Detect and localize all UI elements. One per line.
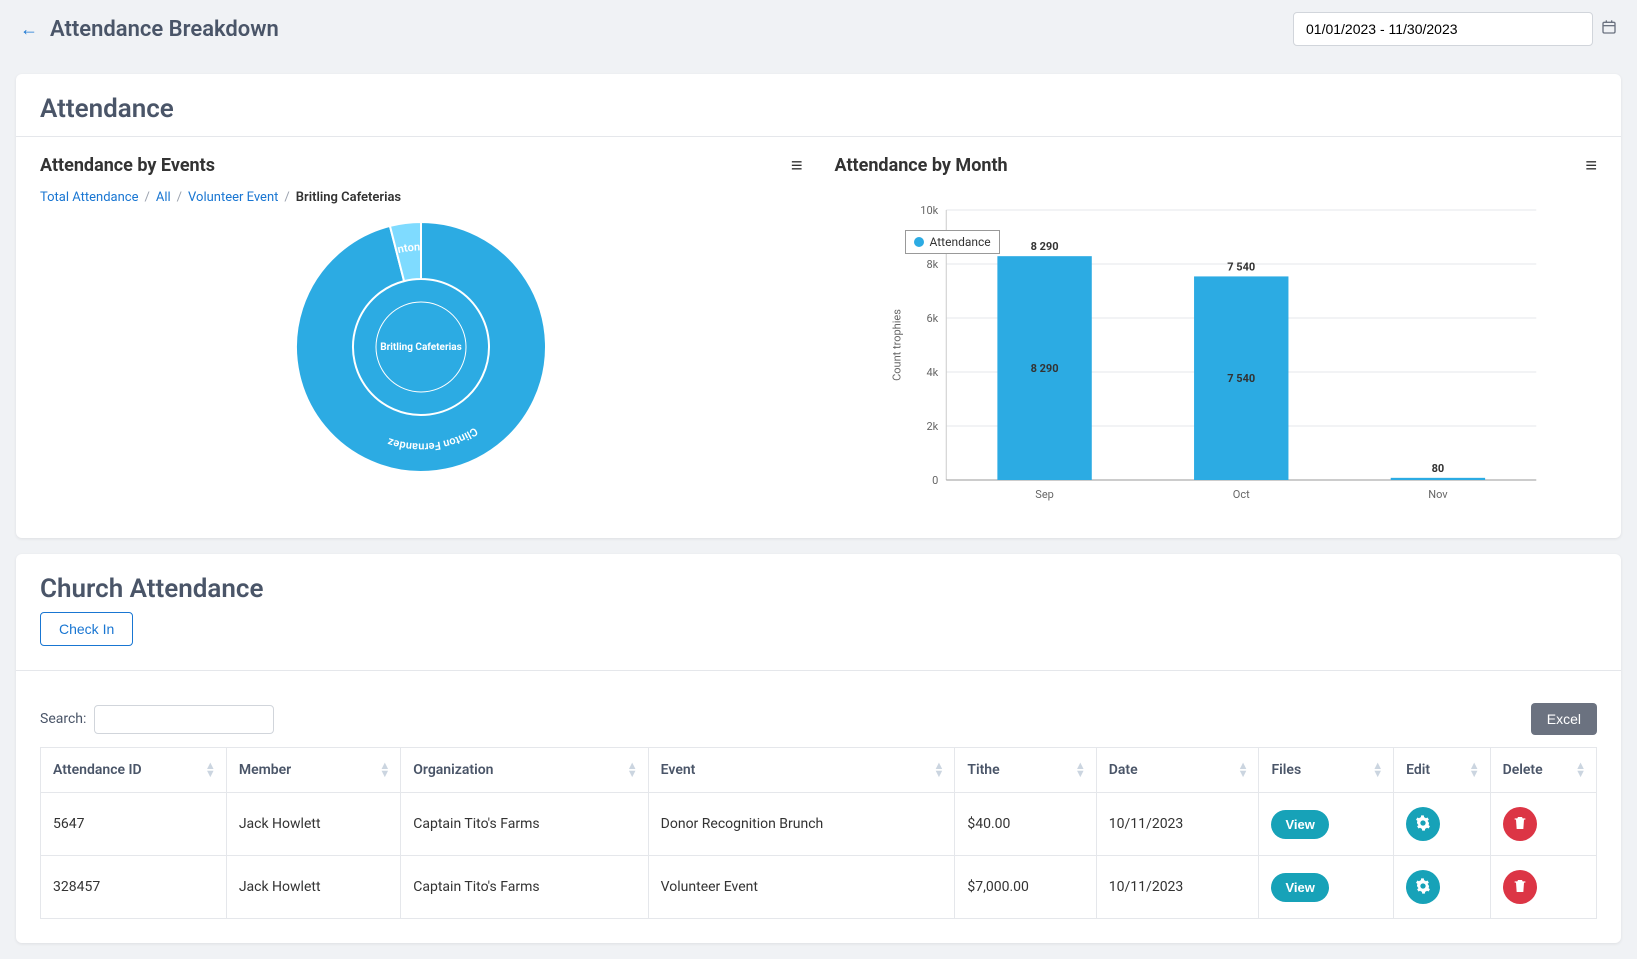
svg-text:6k: 6k — [926, 312, 938, 325]
svg-text:4k: 4k — [926, 366, 938, 379]
svg-text:7 540: 7 540 — [1227, 372, 1255, 385]
gears-icon — [1415, 878, 1431, 897]
cell-id: 5647 — [41, 793, 227, 856]
month-chart-legend: Attendance — [905, 230, 1000, 254]
date-range-input[interactable] — [1293, 12, 1593, 46]
table-header[interactable]: Date▲▼ — [1096, 748, 1259, 793]
events-pie-chart: Clinton FernandezClinton ...Britling Caf… — [40, 217, 803, 477]
svg-text:7 540: 7 540 — [1227, 260, 1255, 273]
table-header[interactable]: Edit▲▼ — [1394, 748, 1490, 793]
breadcrumb-link[interactable]: All — [156, 190, 171, 205]
svg-text:Oct: Oct — [1232, 488, 1249, 501]
month-chart-panel: Attendance by Month ≡ 0 2k 4k 6k 8k 10k Count … — [835, 153, 1598, 514]
edit-button[interactable] — [1406, 807, 1440, 841]
sort-icon[interactable]: ▲▼ — [205, 762, 216, 778]
svg-text:2k: 2k — [926, 420, 938, 433]
trash-icon — [1512, 815, 1528, 834]
svg-text:Nov: Nov — [1428, 488, 1448, 501]
sort-icon[interactable]: ▲▼ — [379, 762, 390, 778]
view-button[interactable]: View — [1271, 810, 1328, 839]
cell-date: 10/11/2023 — [1096, 793, 1259, 856]
table-header[interactable]: Event▲▼ — [648, 748, 955, 793]
gears-icon — [1415, 815, 1431, 834]
cell-tithe: $40.00 — [955, 793, 1096, 856]
page-title: Attendance Breakdown — [50, 17, 279, 42]
church-attendance-card: Church Attendance Check In Search: Excel… — [16, 554, 1621, 943]
svg-text:8 290: 8 290 — [1030, 240, 1058, 253]
view-button[interactable]: View — [1271, 873, 1328, 902]
table-header[interactable]: Tithe▲▼ — [955, 748, 1096, 793]
back-arrow-icon[interactable]: ← — [20, 19, 38, 40]
table-header[interactable]: Member▲▼ — [226, 748, 400, 793]
events-chart-title: Attendance by Events — [40, 155, 215, 176]
table-header[interactable]: Delete▲▼ — [1490, 748, 1596, 793]
search-input[interactable] — [94, 705, 274, 734]
table-header[interactable]: Organization▲▼ — [401, 748, 648, 793]
cell-member: Jack Howlett — [226, 793, 400, 856]
svg-text:10k: 10k — [920, 204, 938, 217]
table-row: 5647Jack HowlettCaptain Tito's FarmsDono… — [41, 793, 1597, 856]
svg-text:Sep: Sep — [1035, 488, 1054, 501]
sort-icon[interactable]: ▲▼ — [1469, 762, 1480, 778]
sort-icon[interactable]: ▲▼ — [1575, 762, 1586, 778]
sort-icon[interactable]: ▲▼ — [1238, 762, 1249, 778]
cell-member: Jack Howlett — [226, 856, 400, 919]
delete-button[interactable] — [1503, 807, 1537, 841]
svg-text:0: 0 — [932, 474, 938, 487]
cell-date: 10/11/2023 — [1096, 856, 1259, 919]
svg-text:8 290: 8 290 — [1030, 362, 1058, 375]
page-header: ← Attendance Breakdown — [0, 0, 1637, 58]
events-chart-menu-icon[interactable]: ≡ — [791, 153, 803, 178]
breadcrumb-link[interactable]: Volunteer Event — [188, 190, 278, 205]
check-in-button[interactable]: Check In — [40, 612, 133, 646]
breadcrumb-current: Britling Cafeterias — [296, 190, 401, 205]
breadcrumb-link[interactable]: Total Attendance — [40, 190, 138, 205]
svg-text:Count trophies: Count trophies — [890, 309, 903, 381]
table-row: 328457Jack HowlettCaptain Tito's FarmsVo… — [41, 856, 1597, 919]
attendance-card: Attendance Attendance by Events ≡ Total … — [16, 74, 1621, 538]
cell-tithe: $7,000.00 — [955, 856, 1096, 919]
search-label: Search: — [40, 711, 86, 727]
edit-button[interactable] — [1406, 870, 1440, 904]
table-header[interactable]: Files▲▼ — [1259, 748, 1394, 793]
excel-button[interactable]: Excel — [1531, 703, 1597, 735]
month-chart-title: Attendance by Month — [835, 155, 1008, 176]
cell-event: Volunteer Event — [648, 856, 955, 919]
sort-icon[interactable]: ▲▼ — [627, 762, 638, 778]
church-title: Church Attendance — [40, 574, 1597, 604]
attendance-table: Attendance ID▲▼Member▲▼Organization▲▼Eve… — [40, 747, 1597, 919]
svg-text:80: 80 — [1431, 462, 1444, 475]
cell-event: Donor Recognition Brunch — [648, 793, 955, 856]
delete-button[interactable] — [1503, 870, 1537, 904]
sort-icon[interactable]: ▲▼ — [933, 762, 944, 778]
attendance-title: Attendance — [40, 94, 1597, 124]
sort-icon[interactable]: ▲▼ — [1372, 762, 1383, 778]
month-bar-chart: 0 2k 4k 6k 8k 10k Count trophies 8 290 8 290 Sep 7… — [835, 190, 1598, 514]
trash-icon — [1512, 878, 1528, 897]
sort-icon[interactable]: ▲▼ — [1075, 762, 1086, 778]
month-chart-menu-icon[interactable]: ≡ — [1585, 153, 1597, 178]
svg-text:8k: 8k — [926, 258, 938, 271]
table-header[interactable]: Attendance ID▲▼ — [41, 748, 227, 793]
svg-text:Britling Cafeterias: Britling Cafeterias — [380, 342, 462, 353]
cell-org: Captain Tito's Farms — [401, 793, 648, 856]
cell-id: 328457 — [41, 856, 227, 919]
calendar-icon[interactable] — [1601, 19, 1617, 39]
events-breadcrumb: Total Attendance/All/Volunteer Event/Bri… — [40, 190, 803, 205]
cell-org: Captain Tito's Farms — [401, 856, 648, 919]
events-chart-panel: Attendance by Events ≡ Total Attendance/… — [40, 153, 803, 514]
